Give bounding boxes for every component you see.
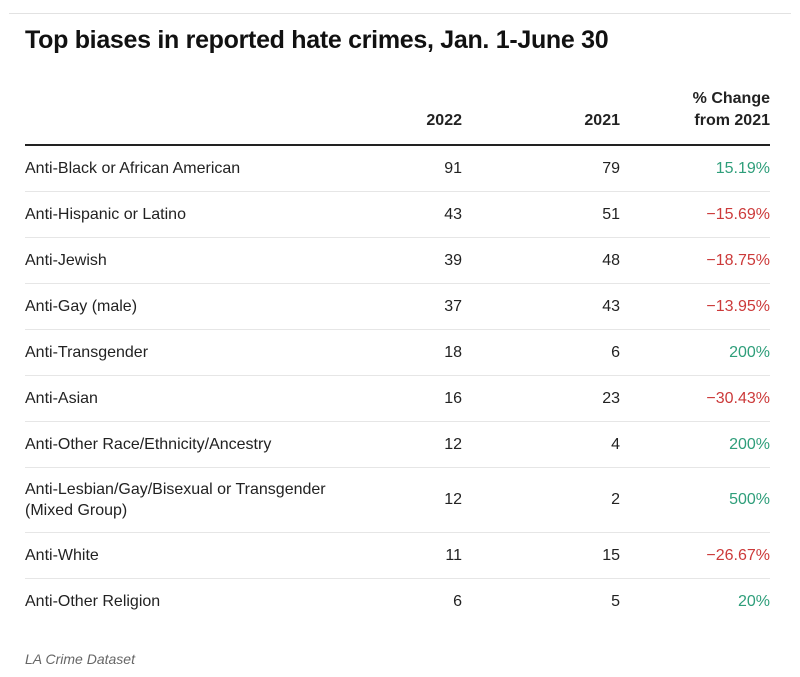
value-2022-cell: 16 (355, 375, 462, 422)
table-row: Anti-Jewish 39 48 −18.75% (25, 237, 770, 284)
bias-cell: Anti-Transgender (25, 329, 355, 376)
header-change-line1: % Change (692, 90, 770, 107)
bias-cell: Anti-White (25, 532, 355, 579)
value-2021-cell: 48 (462, 237, 620, 284)
table-row: Anti-Other Religion 6 5 20% (25, 579, 770, 625)
value-2021-cell: 5 (611, 592, 620, 610)
change-cell: 15.19% (620, 145, 770, 192)
table-row: Anti-Other Race/Ethnicity/Ancestry 12 4 200… (25, 421, 770, 468)
value-2022-cell: 91 (355, 145, 462, 192)
change-cell: −26.67% (620, 532, 770, 579)
value-2022-cell: 12 (355, 467, 462, 533)
hate-crimes-table: 2022 2021 % Change from 2021 Anti-Black o… (25, 88, 770, 624)
table-row: Anti-Black or African American 91 79 15.19% (25, 145, 770, 192)
value-2022-cell: 6 (453, 592, 462, 610)
value-2021-cell: 51 (462, 191, 620, 238)
header-bias (25, 88, 355, 145)
table-row: Anti-Hispanic or Latino 43 51 −15.69% (25, 191, 770, 238)
header-2022: 2022 (426, 112, 462, 129)
bias-cell: Anti-Other Religion (25, 592, 161, 610)
value-2021-cell: 4 (462, 421, 620, 468)
change-cell: −30.43% (620, 375, 770, 422)
header-2021: 2021 (584, 112, 620, 129)
change-cell: 200% (620, 329, 770, 376)
table-row: Anti-Transgender 18 6 200% (25, 329, 770, 376)
bias-cell: Anti-Other Race/Ethnicity/Ancestry (25, 421, 355, 468)
value-2021-cell: 23 (462, 375, 620, 422)
value-2022-cell: 18 (355, 329, 462, 376)
value-2022-cell: 39 (355, 237, 462, 284)
table-row: Anti-Asian 16 23 −30.43% (25, 375, 770, 422)
change-cell: −13.95% (620, 283, 770, 330)
change-cell: 20% (737, 592, 770, 610)
change-cell: −15.69% (620, 191, 770, 238)
top-divider (9, 13, 791, 14)
header-change-line2: from 2021 (694, 112, 770, 129)
bias-cell: Anti-Lesbian/Gay/Bisexual or Transgender… (25, 467, 355, 533)
header-change: % Change from 2021 (620, 88, 770, 145)
table-row: Anti-Lesbian/Gay/Bisexual or Transgender… (25, 467, 770, 533)
table-title: Top biases in reported hate crimes, Jan.… (25, 26, 609, 54)
change-cell: 200% (620, 421, 770, 468)
bias-cell: Anti-Hispanic or Latino (25, 191, 355, 238)
header-row: 2022 2021 % Change from 2021 (25, 88, 770, 145)
value-2021-cell: 79 (462, 145, 620, 192)
value-2021-cell: 15 (462, 532, 620, 579)
value-2022-cell: 12 (355, 421, 462, 468)
value-2022-cell: 37 (355, 283, 462, 330)
value-2022-cell: 11 (355, 532, 462, 579)
source-note: LA Crime Dataset (25, 651, 135, 667)
bias-cell: Anti-Black or African American (25, 145, 355, 192)
table-row: Anti-Gay (male) 37 43 −13.95% (25, 283, 770, 330)
bias-cell: Anti-Asian (25, 375, 355, 422)
value-2021-cell: 2 (462, 467, 620, 533)
bias-cell: Anti-Gay (male) (25, 283, 355, 330)
value-2021-cell: 6 (462, 329, 620, 376)
value-2022-cell: 43 (355, 191, 462, 238)
table-row: Anti-White 11 15 −26.67% (25, 532, 770, 579)
bias-cell: Anti-Jewish (25, 237, 355, 284)
change-cell: −18.75% (620, 237, 770, 284)
change-cell: 500% (620, 467, 770, 533)
value-2021-cell: 43 (462, 283, 620, 330)
